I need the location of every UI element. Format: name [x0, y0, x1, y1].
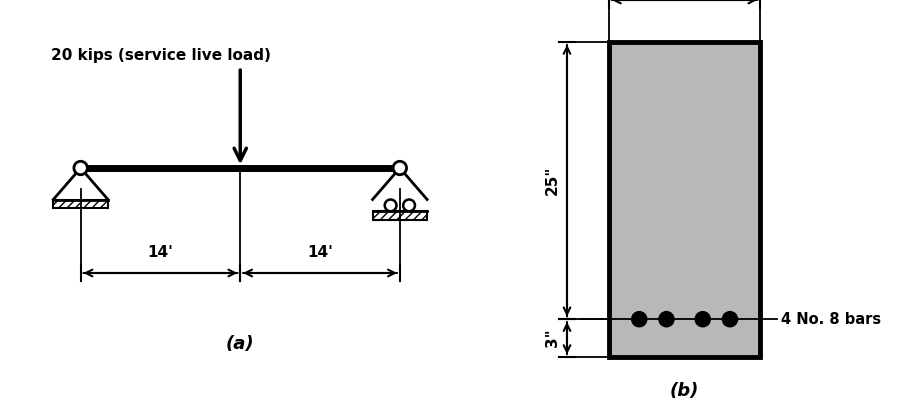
Text: (a): (a)	[226, 336, 254, 353]
Circle shape	[74, 161, 88, 175]
Circle shape	[659, 312, 674, 327]
Circle shape	[695, 312, 711, 327]
Circle shape	[403, 200, 415, 211]
Text: 14': 14'	[307, 245, 333, 260]
Circle shape	[723, 312, 737, 327]
Bar	[609, 42, 760, 357]
Text: 14': 14'	[148, 245, 174, 260]
Text: 4 No. 8 bars: 4 No. 8 bars	[781, 312, 881, 327]
Polygon shape	[372, 211, 427, 220]
Polygon shape	[54, 200, 108, 208]
Circle shape	[632, 312, 647, 327]
Text: 20 kips (service live load): 20 kips (service live load)	[51, 48, 271, 63]
Text: 3": 3"	[545, 329, 560, 347]
Text: 25": 25"	[545, 166, 560, 195]
Circle shape	[393, 161, 407, 175]
Circle shape	[384, 200, 396, 211]
Text: (b): (b)	[670, 382, 699, 399]
